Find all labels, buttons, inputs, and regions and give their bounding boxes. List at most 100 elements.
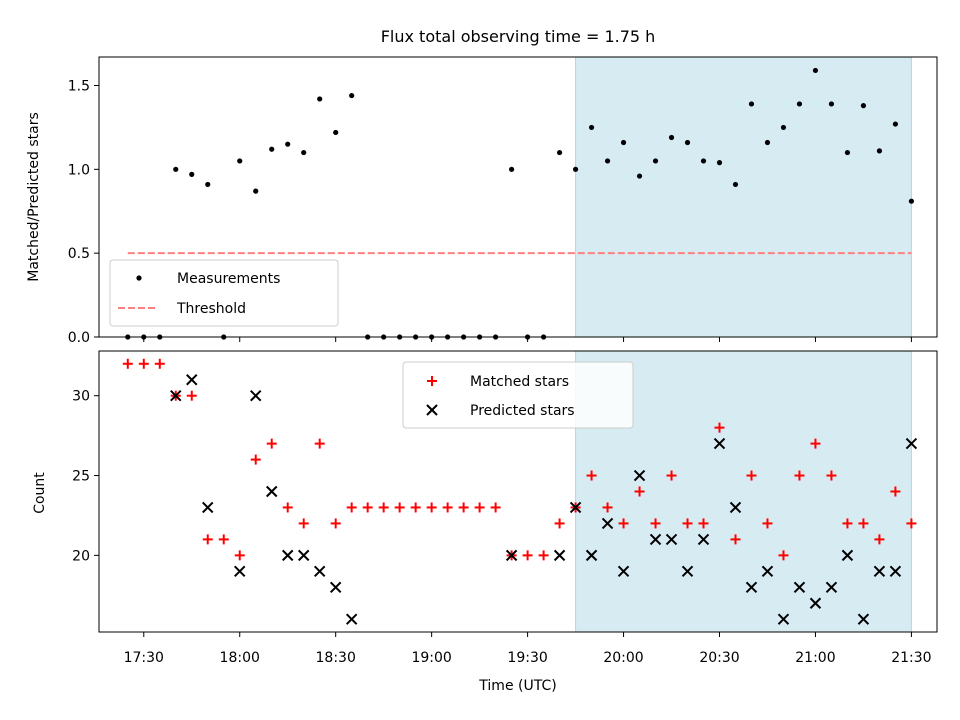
observing-window-shade [575, 56, 912, 338]
matched-star-point [666, 470, 677, 481]
cross-b [345, 613, 358, 625]
predicted-star-point [170, 389, 182, 402]
cross-b [426, 404, 438, 416]
matched-star-point [314, 438, 325, 449]
predicted-star-point [857, 613, 870, 625]
bottom-panel: 20 25 30 17:30 18:00 18:30 19:00 19:30 20:00 20:3… [72, 350, 938, 666]
cross-b [825, 581, 838, 594]
matched-star-point [874, 534, 885, 545]
matched-star-point [698, 518, 709, 529]
cross-b [889, 565, 902, 578]
cross-b [601, 517, 614, 530]
matched-star-point [634, 486, 645, 497]
cross-b [186, 374, 198, 386]
cross-b [585, 549, 598, 562]
matched-star-point [794, 470, 805, 481]
predicted-star-point [313, 565, 326, 578]
matched-star-point [298, 518, 309, 529]
cross-b [841, 549, 854, 562]
top-y-tick-label: 1.0 [68, 162, 90, 178]
bottom-y-tick-label: 30 [72, 389, 90, 405]
matched-star-point [394, 502, 405, 513]
bottom-plot-frame [98, 350, 938, 633]
cross-b [170, 389, 182, 402]
measurement-point [253, 188, 259, 194]
predicted-star-point [617, 565, 630, 578]
measurement-point [844, 149, 851, 156]
measurement-point [764, 139, 771, 146]
top-plot-frame [98, 56, 938, 338]
predicted-star-point [681, 565, 694, 578]
cross-b [633, 469, 646, 482]
matched-star-point [218, 534, 229, 545]
legend-matched-label: Matched stars [470, 374, 569, 390]
bottom-y-axis-label: Count [32, 472, 48, 514]
matched-star-point [746, 470, 757, 481]
predicted-star-point [889, 565, 902, 578]
matched-star-point [378, 502, 389, 513]
predicted-star-point [777, 613, 790, 625]
measurement-point [860, 103, 867, 109]
matched-star-point [650, 518, 661, 529]
predicted-star-point [649, 533, 662, 546]
chart-title: Flux total observing time = 1.75 h [381, 27, 656, 46]
measurement-point [237, 158, 243, 164]
predicted-star-point [329, 581, 342, 594]
predicted-star-point [729, 501, 742, 514]
x-tick-label: 17:30 [124, 650, 164, 666]
cross-b [681, 565, 694, 578]
predicted-star-point [186, 374, 198, 386]
legend-matched-marker [427, 376, 437, 386]
cross-b [202, 501, 214, 514]
matched-star-point [282, 502, 293, 513]
matched-star-point [138, 358, 149, 369]
matched-star-point [266, 438, 277, 449]
cross-b [905, 437, 918, 450]
matched-star-point [762, 518, 773, 529]
x-tick-label: 18:00 [220, 650, 260, 666]
measurement-point [205, 181, 211, 188]
predicted-star-point [282, 549, 294, 562]
cross-b [713, 437, 726, 450]
matched-star-point [490, 502, 501, 513]
cross-b [857, 613, 870, 625]
cross-b [266, 485, 278, 498]
measurement-point [301, 149, 307, 156]
measurement-point [636, 173, 643, 179]
measurement-point [748, 101, 755, 107]
cross-b [665, 533, 678, 546]
top-y-axis-label: Matched/Predicted stars [26, 112, 42, 282]
predicted-star-point [234, 565, 246, 578]
cross-b [297, 549, 310, 562]
bottom-y-tick-label: 20 [72, 548, 90, 564]
predicted-star-point [505, 549, 518, 562]
cross-b [617, 565, 630, 578]
top-legend-box [109, 259, 339, 327]
matched-star-point [618, 518, 629, 529]
x-tick-label: 20:30 [699, 650, 739, 666]
matched-star-point [682, 518, 693, 529]
matched-star-point [234, 550, 245, 561]
predicted-star-point [585, 549, 598, 562]
matched-star-point [586, 470, 597, 481]
top-y-tick-label: 0.0 [68, 330, 90, 346]
predicted-star-point [841, 549, 854, 562]
cross-b [505, 549, 518, 562]
cross-b [234, 565, 246, 578]
matched-star-point [330, 518, 341, 529]
measurement-point [700, 158, 707, 164]
predicted-star-point [569, 501, 582, 514]
top-y-tick-label: 1.5 [68, 79, 90, 95]
matched-star-point [890, 486, 901, 497]
x-tick-label: 21:30 [891, 650, 931, 666]
matched-star-point [522, 550, 533, 561]
measurement-point [732, 181, 739, 188]
x-tick-label: 18:30 [316, 650, 356, 666]
matched-star-point [250, 454, 261, 465]
measurement-point [684, 139, 691, 146]
x-tick-label: 20:00 [603, 650, 643, 666]
matched-star-point [714, 422, 725, 433]
measurement-point [620, 139, 627, 146]
predicted-star-point [297, 549, 310, 562]
predicted-star-point [873, 565, 886, 578]
